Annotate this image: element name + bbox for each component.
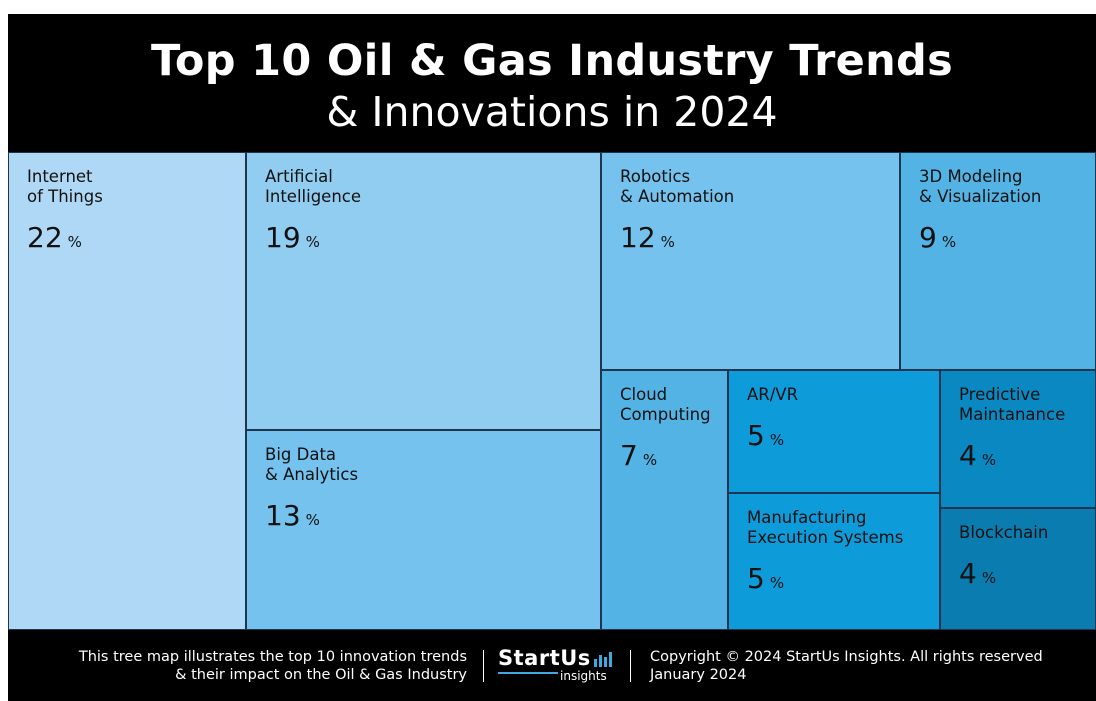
treemap-cell-value-unit: %: [305, 511, 320, 529]
treemap-cell-value-unit: %: [305, 233, 320, 251]
treemap-cell-value-number: 19: [265, 221, 301, 254]
treemap-cell-value: 19%: [265, 223, 320, 257]
treemap-cell-label: Robotics & Automation: [620, 167, 735, 206]
treemap-cell-label: AR/VR: [747, 385, 799, 404]
treemap-cell-value-unit: %: [981, 569, 997, 587]
treemap-cell-value: 5%: [747, 564, 784, 598]
treemap-cell-value-unit: %: [769, 574, 785, 592]
copyright-text: Copyright © 2024 StartUs Insights. All r…: [650, 649, 1043, 665]
footer-copyright-block: Copyright © 2024 StartUs Insights. All r…: [650, 648, 1043, 684]
treemap-cell-label: Internet of Things: [27, 167, 103, 206]
chart-title: Top 10 Oil & Gas Industry Trends: [151, 36, 953, 86]
header: Top 10 Oil & Gas Industry Trends & Innov…: [8, 14, 1096, 151]
treemap-cell-value: 12%: [620, 223, 675, 257]
logo-subtext: insights: [560, 669, 607, 683]
treemap-cell-value: 4%: [959, 441, 996, 475]
treemap-cell-label: Artificial Intelligence: [265, 167, 362, 206]
logo-bars-icon: [594, 652, 612, 667]
footer-description-line2: & their impact on the Oil & Gas Industry: [175, 667, 467, 683]
treemap-cell-value: 13%: [265, 501, 320, 535]
treemap-cell-label: Big Data & Analytics: [265, 445, 359, 484]
treemap-cell-cloud-computing: Cloud Computing 7%: [601, 370, 728, 630]
treemap-cell-artificial-intelligence: Artificial Intelligence 19%: [246, 152, 601, 430]
treemap-cell-label: Cloud Computing: [620, 385, 711, 424]
startus-insights-logo: StartUs insights: [498, 646, 618, 686]
treemap-cell-value-number: 13: [265, 499, 301, 532]
treemap-cell-label: Predictive Maintanance: [959, 385, 1066, 424]
footer-description-line1: This tree map illustrates the top 10 inn…: [78, 649, 467, 665]
treemap-cell-value-number: 4: [959, 439, 977, 472]
treemap-cell-value-number: 9: [919, 221, 937, 254]
treemap-cell-value: 4%: [959, 559, 996, 593]
treemap-cell-value: 22%: [27, 223, 82, 257]
infographic-frame: Top 10 Oil & Gas Industry Trends & Innov…: [8, 14, 1096, 701]
treemap-cell-predictive-maintanance: Predictive Maintanance 4%: [940, 370, 1096, 508]
treemap-cell-value-unit: %: [660, 233, 675, 251]
treemap-cell-blockchain: Blockchain 4%: [940, 508, 1096, 630]
treemap-cell-value-number: 4: [959, 557, 977, 590]
treemap-cell-value-number: 5: [747, 419, 765, 452]
treemap: Internet of Things 22% Artificial Intellig…: [8, 152, 1096, 630]
treemap-cell-label: 3D Modeling & Visualization: [919, 167, 1042, 206]
treemap-cell-value: 7%: [620, 441, 657, 475]
logo-wordmark: StartUs: [498, 646, 591, 670]
treemap-cell-label: Manufacturing Execution Systems: [747, 508, 904, 547]
logo-underline-icon: [498, 672, 558, 674]
treemap-cell-value-unit: %: [642, 451, 658, 469]
treemap-cell-value: 5%: [747, 421, 784, 455]
footer: This tree map illustrates the top 10 inn…: [8, 630, 1096, 701]
treemap-cell-value-unit: %: [769, 431, 785, 449]
treemap-cell-value-unit: %: [981, 451, 997, 469]
treemap-cell-value-number: 7: [620, 439, 638, 472]
footer-description: This tree map illustrates the top 10 inn…: [79, 648, 467, 684]
treemap-cell-big-data-analytics: Big Data & Analytics 13%: [246, 430, 601, 630]
treemap-cell-internet-of-things: Internet of Things 22%: [8, 152, 246, 630]
treemap-cell-ar-vr: AR/VR 5%: [728, 370, 940, 493]
treemap-cell-3d-modeling-visualization: 3D Modeling & Visualization 9%: [900, 152, 1096, 370]
treemap-cell-value-unit: %: [941, 233, 957, 251]
treemap-cell-value: 9%: [919, 223, 956, 257]
chart-subtitle: & Innovations in 2024: [326, 88, 778, 136]
treemap-cell-value-unit: %: [67, 233, 82, 251]
treemap-cell-value-number: 12: [620, 221, 656, 254]
treemap-cell-value-number: 22: [27, 221, 63, 254]
treemap-cell-label: Blockchain: [959, 523, 1049, 542]
date-text: January 2024: [650, 667, 747, 683]
treemap-cell-manufacturing-execution-systems: Manufacturing Execution Systems 5%: [728, 493, 940, 630]
footer-divider-right: [630, 650, 631, 682]
footer-divider-left: [483, 650, 484, 682]
treemap-cell-value-number: 5: [747, 562, 765, 595]
treemap-cell-robotics-automation: Robotics & Automation 12%: [601, 152, 900, 370]
